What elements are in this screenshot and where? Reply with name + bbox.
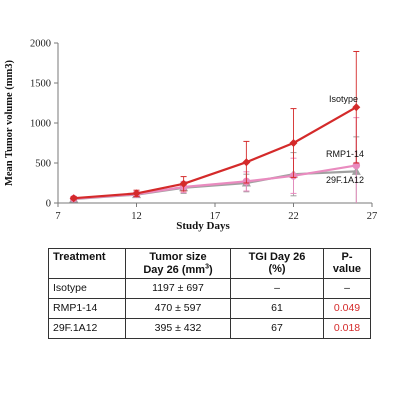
cell-size: 395 ± 432 [125, 317, 231, 339]
cell-tgi: 61 [230, 297, 324, 319]
series-label: RMP1-14 [326, 149, 364, 159]
series-29f-1a12 [69, 136, 361, 203]
cell-size: 1197 ± 697 [125, 277, 231, 299]
y-tick-label: 1000 [30, 119, 51, 130]
series-line [73, 106, 357, 200]
x-tick-label: 17 [210, 211, 221, 222]
table-row: 29F.1A12 395 ± 432 67 0.018 [48, 317, 371, 339]
x-tick-label: 22 [288, 211, 299, 222]
cell-treatment: 29F.1A12 [48, 317, 126, 339]
tumor-volume-chart: 0 500 1000 1500 2000 7 12 17 22 27 Study Days Mean … [4, 39, 378, 233]
data-point [289, 139, 298, 147]
header-pvalue: P-value [323, 248, 371, 279]
cell-tgi: – [230, 277, 324, 299]
x-tick-label: 7 [55, 211, 60, 222]
cell-pvalue: – [323, 277, 371, 299]
header-tumor-size: Tumor size Day 26 (mm3) [125, 248, 231, 279]
x-tick-label: 12 [131, 211, 142, 222]
cell-tgi: 67 [230, 317, 324, 339]
series-label: Isotype [329, 94, 358, 104]
header-tumor-size-line2: Day 26 (mm3) [143, 263, 213, 276]
data-point [69, 194, 78, 203]
table-row: RMP1-14 470 ± 597 61 0.049 [48, 297, 371, 319]
results-table-container: Treatment Tumor size Day 26 (mm3) TGI Day… [48, 248, 371, 339]
y-tick-label: 2000 [30, 39, 51, 50]
series-line [73, 164, 357, 200]
header-tumor-size-line1: Tumor size [149, 251, 207, 263]
header-tgi: TGI Day 26 (%) [230, 248, 324, 279]
cell-treatment: RMP1-14 [48, 297, 126, 319]
x-tick-label: 27 [367, 211, 378, 222]
data-point [132, 189, 141, 198]
cell-treatment: Isotype [48, 277, 126, 299]
data-point [179, 179, 188, 188]
y-tick-label: 500 [35, 159, 51, 170]
data-point [352, 103, 361, 112]
data-point [242, 158, 251, 167]
x-axis-label: Study Days [176, 220, 230, 232]
y-tick-label: 0 [46, 199, 51, 210]
cell-size: 470 ± 597 [125, 297, 231, 319]
series-isotype [69, 50, 361, 203]
header-treatment: Treatment [48, 248, 126, 279]
results-table: Treatment Tumor size Day 26 (mm3) TGI Day… [48, 248, 371, 339]
table-header-row: Treatment Tumor size Day 26 (mm3) TGI Day… [48, 248, 371, 279]
y-tick-label: 1500 [30, 79, 51, 90]
table-row: Isotype 1197 ± 697 – – [48, 277, 371, 299]
cell-pvalue: 0.049 [323, 297, 371, 319]
header-tgi-line1: TGI Day 26 [248, 251, 306, 263]
series-label: 29F.1A12 [326, 175, 364, 185]
y-axis-label: Mean Tumor volume (mm3) [4, 59, 15, 186]
cell-pvalue: 0.018 [323, 317, 371, 339]
header-tgi-line2: (%) [268, 263, 286, 275]
